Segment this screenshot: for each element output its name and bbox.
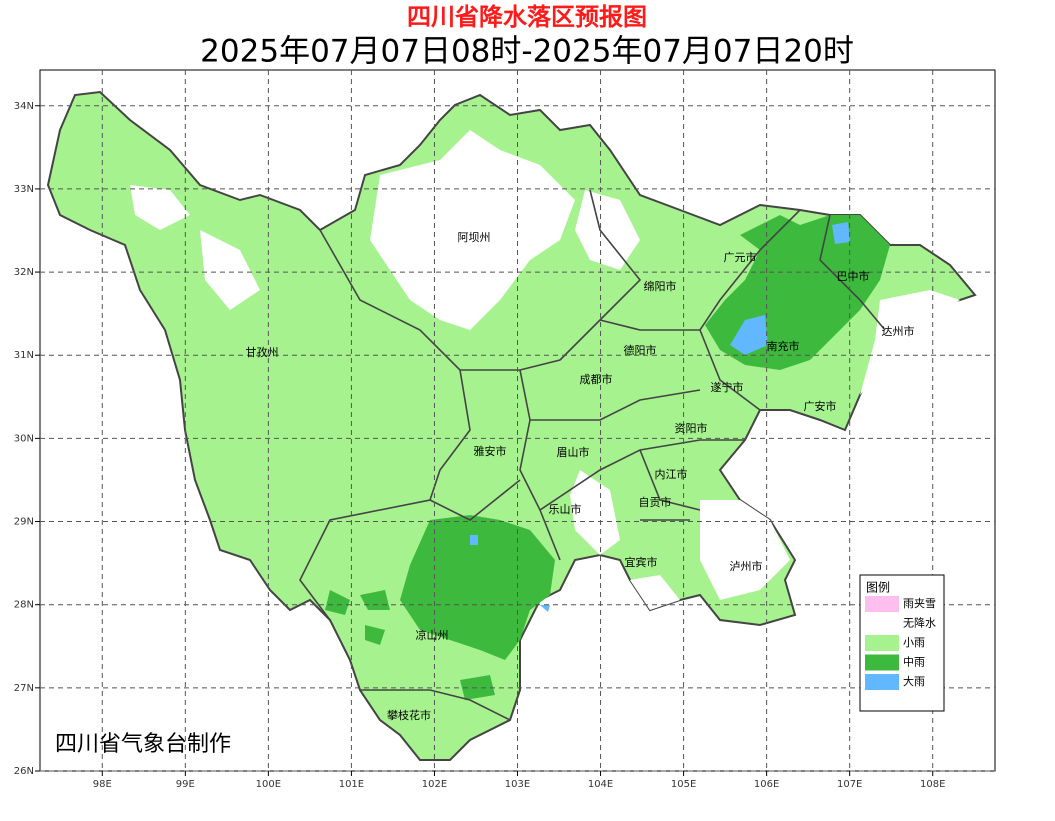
x-tick-label: 103E [505,779,530,790]
y-tick-label: 32N [14,267,34,278]
region-label: 甘孜州 [246,345,279,359]
y-tick-label: 33N [14,184,34,195]
legend-label: 中雨 [903,656,925,669]
y-tick-label: 30N [14,433,34,444]
x-tick-label: 107E [837,779,862,790]
region-label: 泸州市 [730,559,763,573]
legend-swatch [865,615,899,632]
axis-ticks: 98E 99E 100E 101E 102E 103E 104E 105E 106E 107E 10… [14,101,946,790]
region-label: 自贡市 [639,495,672,509]
no-rain-area [130,130,960,610]
legend-label: 大雨 [903,674,925,688]
y-tick-label: 28N [14,600,34,611]
region-borders [299,189,886,721]
y-tick-label: 27N [14,683,34,694]
y-tick-label: 34N [14,101,34,112]
y-tick-label: 31N [14,350,34,361]
region-label: 内江市 [655,467,688,481]
region-label: 达州市 [882,324,915,338]
x-tick-label: 105E [671,779,696,790]
region-label: 巴中市 [837,269,870,283]
credit: 四川省气象台制作 [55,732,231,757]
map-title: 四川省降水落区预报图 [407,3,647,31]
legend-swatch [865,674,899,690]
x-tick-label: 99E [176,779,195,790]
region-label: 遂宁市 [711,380,744,394]
province [46,90,977,761]
region-label: 广安市 [804,399,837,413]
legend-label: 无降水 [903,616,936,630]
x-tick-label: 106E [754,779,779,790]
map-subtitle: 2025年07月07日08时-2025年07月07日20时 [200,34,854,70]
region-label: 广元市 [724,250,757,264]
region-label: 南充市 [767,339,800,353]
region-label: 乐山市 [549,502,582,516]
legend-swatch [865,596,899,612]
region-label: 绵阳市 [644,279,677,293]
y-tick-label: 26N [14,766,34,777]
x-tick-label: 108E [920,779,945,790]
region-label: 资阳市 [675,421,708,435]
x-tick-label: 101E [339,779,364,790]
region-label: 阿坝州 [458,230,491,244]
x-tick-label: 102E [422,779,447,790]
region-label: 凉山州 [416,628,449,642]
region-label: 宜宾市 [625,555,658,569]
x-tick-label: 104E [588,779,613,790]
x-tick-label: 98E [93,779,112,790]
region-label: 德阳市 [624,343,657,357]
legend-label: 小雨 [903,636,925,649]
region-label: 成都市 [580,372,613,386]
x-tick-label: 100E [256,779,281,790]
region-label: 眉山市 [557,445,590,459]
legend-label: 雨夹雪 [903,597,936,610]
region-label: 雅安市 [474,444,507,458]
legend-title: 图例 [866,581,890,595]
legend-swatch [865,654,899,671]
y-tick-label: 29N [14,517,34,528]
legend-swatch [865,635,899,651]
region-label: 攀枝花市 [387,708,431,722]
heavy-rain-area [470,222,850,612]
graticule [40,70,995,772]
